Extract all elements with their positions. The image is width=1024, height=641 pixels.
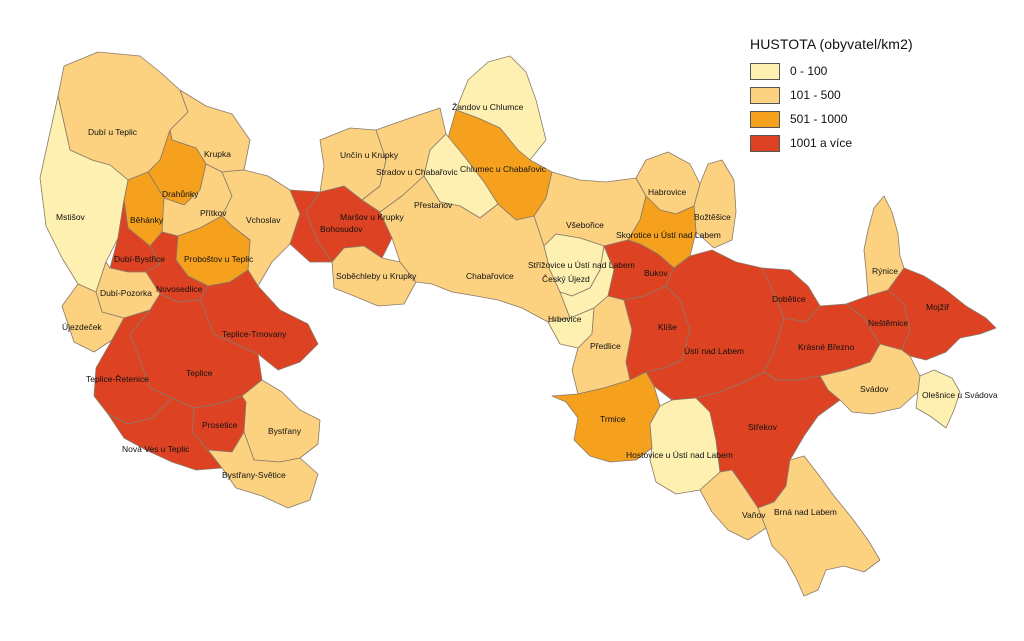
region-label: Vaňov (742, 510, 766, 520)
region-label: Chlumec u Chabařovic (460, 164, 547, 174)
region-label: Teplice (186, 368, 213, 378)
legend-swatch (750, 134, 780, 152)
region-label: Habrovice (648, 187, 687, 197)
region-label: Žandov u Chlumce (452, 102, 524, 112)
region-label: Bystřany-Světice (222, 470, 286, 480)
legend-swatch (750, 110, 780, 128)
region-label: Božtěšice (694, 212, 731, 222)
region-label: Prosetice (202, 420, 238, 430)
region-label: Běhánky (130, 215, 164, 225)
region-label: Ústí nad Labem (684, 346, 744, 356)
region-label: Krásné Březno (798, 342, 854, 352)
region-bystrany (241, 379, 321, 463)
region-label: Hrbovice (548, 314, 582, 324)
region-label: Mojžíř (926, 302, 949, 312)
region-label: Vchoslav (246, 215, 281, 225)
legend-label: 101 - 500 (790, 88, 841, 102)
region-label: Maršov u Krupky (340, 212, 405, 222)
region-label: Všebořice (566, 220, 604, 230)
region-brna (757, 455, 881, 597)
legend-swatch (750, 86, 780, 104)
region-label: Svádov (860, 384, 889, 394)
region-rynice (863, 195, 905, 297)
region-label: Dubí-Bystřice (114, 254, 165, 264)
region-label: Bukov (644, 268, 668, 278)
region-bystrany-svetice (207, 431, 319, 509)
map-legend: HUSTOTA (obyvatel/km2) 0 - 100 101 - 500… (750, 36, 913, 155)
legend-item: 1001 a více (750, 131, 913, 155)
region-olesnice (915, 369, 961, 429)
region-label: Klíše (658, 322, 677, 332)
region-hostovice (649, 397, 721, 495)
legend-swatch (750, 62, 780, 80)
legend-label: 1001 a více (790, 136, 853, 150)
region-label: Rýnice (872, 266, 898, 276)
region-label: Újezdeček (62, 322, 102, 332)
region-label: Střížovice u Ústí nad Labem (528, 260, 635, 270)
legend-item: 0 - 100 (750, 59, 913, 83)
region-label: Přestanov (414, 200, 453, 210)
region-label: Chabařovice (466, 271, 514, 281)
region-label: Dubí u Teplic (88, 127, 138, 137)
region-label: Dubí-Pozorka (100, 288, 152, 298)
region-label: Hostovice u Ústí nad Labem (626, 450, 733, 460)
region-label: Brná nad Labem (774, 507, 837, 517)
region-label: Dobětice (772, 294, 806, 304)
region-label: Krupka (204, 149, 231, 159)
region-label: Teplice-Trnovany (222, 329, 287, 339)
region-label: Soběchleby u Krupky (336, 271, 417, 281)
region-label: Trmice (600, 414, 626, 424)
legend-label: 0 - 100 (790, 64, 828, 78)
region-label: Český Újezd (542, 274, 590, 284)
legend-item: 501 - 1000 (750, 107, 913, 131)
region-label: Proboštov u Teplic (184, 254, 254, 264)
region-label: Přítkov (200, 208, 227, 218)
region-label: Skorotice u Ústí nad Labem (616, 230, 721, 240)
region-label: Nová Ves u Teplic (122, 444, 190, 454)
region-label: Bystřany (268, 426, 302, 436)
region-label: Teplice-Řetenice (86, 374, 149, 384)
region-label: Střekov (748, 422, 778, 432)
region-label: Mstišov (56, 212, 86, 222)
legend-title: HUSTOTA (obyvatel/km2) (750, 36, 913, 52)
region-label: Olešnice u Svádova (922, 390, 998, 400)
region-label: Bohosudov (320, 224, 363, 234)
legend-label: 501 - 1000 (790, 112, 848, 126)
region-label: Drahůnky (162, 189, 199, 199)
legend-item: 101 - 500 (750, 83, 913, 107)
region-label: Novosedlice (156, 284, 203, 294)
region-label: Unčín u Krupky (340, 150, 399, 160)
region-mojzir (887, 267, 997, 361)
region-label: Stradov u Chabařovic (376, 167, 458, 177)
region-label: Neštěmice (868, 318, 908, 328)
region-label: Předlice (590, 341, 621, 351)
